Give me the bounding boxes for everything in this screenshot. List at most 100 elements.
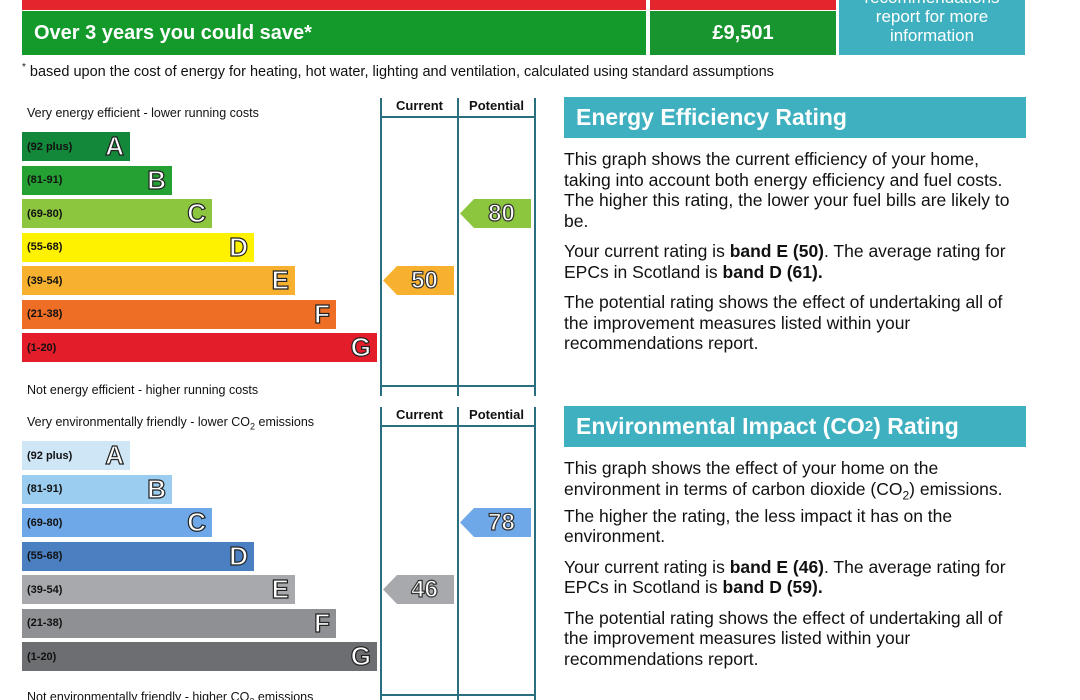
potential-rating-arrow: 78 — [460, 508, 531, 537]
band-range: (39-54) — [27, 274, 63, 287]
band-letter: E — [271, 573, 290, 604]
energy-efficiency-chart: Very energy efficient - lower running co… — [18, 98, 538, 397]
bottom-label-sub: 2 — [249, 696, 254, 700]
band-c: (69-80) C — [22, 506, 212, 538]
info-line-2: information — [889, 26, 975, 45]
co2-p1-sub: 2 — [902, 488, 910, 502]
co2-p2-text: Your current rating is — [564, 556, 730, 577]
top-label-suffix: emissions — [255, 415, 315, 429]
energy-current-band: band E (50) — [729, 241, 825, 261]
chart-right-border — [534, 98, 536, 396]
band-e: (39-54) E — [22, 573, 295, 605]
band-letter: F — [314, 298, 331, 329]
recommendations-info-box[interactable]: recommendations report for more informat… — [839, 0, 1025, 55]
band-c: (69-80) C — [22, 197, 212, 229]
current-column-border — [380, 407, 382, 700]
chart-top-label: Very energy efficient - lower running co… — [27, 106, 259, 120]
heading-suffix: ) Rating — [873, 413, 959, 439]
environmental-impact-chart: Very environmentally friendly - lower CO… — [18, 407, 538, 700]
potential-rating-arrow: 80 — [460, 199, 531, 228]
co2-paragraph-1: This graph shows the effect of your home… — [564, 458, 1026, 547]
potential-rating-value: 80 — [488, 199, 516, 227]
co2-p2-middle: . The average rating for EPCs in Scotlan… — [564, 556, 1006, 598]
energy-p2-middle: . The average rating for EPCs in Scotlan… — [564, 241, 1006, 282]
band-range: (55-68) — [27, 241, 63, 253]
bottom-label-suffix: emissions — [254, 689, 314, 700]
band-letter: F — [314, 607, 331, 638]
current-rating-value: 46 — [411, 575, 439, 603]
band-b: (81-91) B — [22, 473, 172, 504]
info-line-1: report for more — [875, 7, 989, 26]
current-rating-arrow: 50 — [383, 266, 454, 295]
energy-efficiency-heading: Energy Efficiency Rating — [564, 97, 1026, 138]
chart-bottom-border — [380, 385, 536, 387]
potential-column-header: Potential — [469, 407, 524, 422]
potential-column-border — [457, 407, 459, 700]
band-d: (55-68) D — [22, 540, 254, 571]
co2-average-band: band D (59). — [722, 577, 823, 597]
energy-paragraph-3: The potential rating shows the effect of… — [564, 292, 1003, 353]
band-letter: C — [187, 506, 207, 537]
environmental-impact-panel: Environmental Impact (CO 2) Rating This g… — [564, 406, 1026, 669]
current-rating-arrow: 46 — [383, 575, 454, 604]
band-range: (81-91) — [27, 174, 63, 186]
current-column-header: Current — [396, 407, 443, 422]
footnote: * based upon the cost of energy for heati… — [22, 62, 774, 80]
energy-efficiency-panel: Energy Efficiency Rating This graph show… — [564, 97, 1026, 354]
band-letter: A — [105, 130, 125, 161]
footnote-text: based upon the cost of energy for heatin… — [29, 64, 774, 80]
co2-p1-text: This graph shows the effect of your home… — [564, 458, 939, 499]
red-strip-left — [22, 0, 646, 10]
band-letter: A — [105, 439, 125, 470]
band-range: (81-91) — [27, 483, 63, 495]
co2-paragraph-2: Your current rating is band E (46). The … — [564, 557, 1026, 598]
savings-amount: £9,501 — [650, 11, 836, 55]
band-d: (55-68) D — [22, 231, 254, 262]
band-range: (69-80) — [27, 207, 63, 220]
band-range: (1-20) — [27, 341, 57, 354]
band-letter: B — [147, 164, 167, 195]
top-label-text: Very environmentally friendly - lower CO — [27, 415, 250, 429]
environmental-impact-heading: Environmental Impact (CO 2) Rating — [564, 406, 1026, 447]
band-range: (39-54) — [27, 583, 63, 596]
band-b: (81-91) B — [22, 164, 172, 195]
potential-column-header: Potential — [469, 98, 524, 113]
band-letter: D — [229, 540, 249, 571]
potential-column-border — [457, 98, 459, 396]
header-divider — [380, 116, 536, 118]
energy-paragraph-2: Your current rating is band E (50). The … — [564, 241, 1026, 282]
header-divider — [380, 425, 536, 427]
band-f: (21-38) F — [22, 607, 336, 638]
chart-top-label: Very environmentally friendly - lower CO… — [27, 415, 314, 432]
band-letter: B — [147, 473, 167, 504]
heading-text: Environmental Impact (CO — [576, 413, 865, 439]
band-a: (92 plus) A — [22, 439, 130, 471]
band-range: (21-38) — [27, 308, 63, 320]
chart-bottom-label: Not energy efficient - higher running co… — [27, 383, 259, 397]
band-letter: C — [187, 197, 207, 228]
red-strip-right — [650, 0, 836, 10]
band-range: (69-80) — [27, 516, 63, 529]
band-letter: D — [229, 231, 249, 262]
chart-bottom-label: Not environmentally friendly - higher CO… — [27, 690, 313, 700]
chart-bottom-border — [380, 694, 536, 696]
heading-sub: 2 — [864, 418, 874, 435]
band-letter: G — [350, 331, 371, 362]
energy-p2-text: Your current rating is — [564, 241, 730, 261]
bottom-label-text: Not environmentally friendly - higher CO — [27, 689, 250, 700]
band-range: (21-38) — [27, 617, 63, 629]
band-range: (92 plus) — [27, 140, 73, 153]
band-a: (92 plus) A — [22, 130, 130, 162]
band-g: (1-20) G — [22, 331, 377, 363]
energy-paragraph-1: This graph shows the current efficiency … — [564, 149, 1010, 231]
co2-paragraph-3: The potential rating shows the effect of… — [564, 607, 1003, 669]
current-rating-value: 50 — [411, 266, 439, 294]
co2-p1-suffix: ) emissions. The higher the rating, the … — [564, 478, 1003, 547]
band-range: (55-68) — [27, 550, 63, 562]
top-label-sub: 2 — [250, 421, 256, 432]
savings-label: Over 3 years you could save* — [22, 11, 646, 55]
co2-current-band: band E (46) — [729, 556, 825, 577]
info-line-0: recommendations — [839, 0, 1025, 7]
band-letter: E — [271, 264, 290, 295]
band-e: (39-54) E — [22, 264, 295, 296]
